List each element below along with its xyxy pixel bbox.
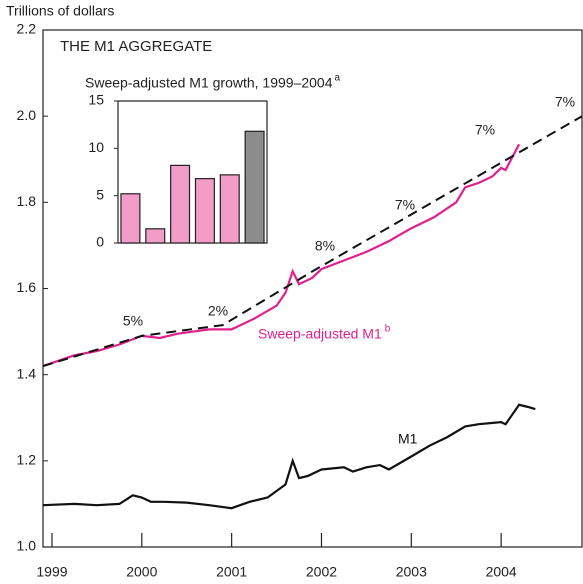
inset-y-tick-label: 15 <box>88 92 104 108</box>
series-line <box>42 143 521 368</box>
growth-annotation: 8% <box>315 238 335 254</box>
growth-annotation: 5% <box>123 313 143 329</box>
growth-annotation: 2% <box>208 303 228 319</box>
y-tick-label: 1.4 <box>17 365 37 381</box>
trend-line <box>42 115 583 368</box>
growth-annotation: 7% <box>555 94 575 110</box>
inset-y-tick-label: 10 <box>88 139 104 155</box>
bar <box>194 178 215 244</box>
x-tick-label: 1999 <box>36 564 67 580</box>
x-tick-label: 2003 <box>396 564 427 580</box>
growth-annotation: 7% <box>475 122 495 138</box>
y-tick-label: 2.0 <box>17 107 37 123</box>
x-tick-label: 2004 <box>486 564 517 580</box>
y-tick-label: 2.2 <box>17 21 37 37</box>
series-footnote: b <box>385 324 391 335</box>
bar <box>120 193 141 244</box>
y-tick-label: 1.2 <box>17 452 37 468</box>
y-tick-label: 1.6 <box>17 279 37 295</box>
x-tick-label: 2002 <box>306 564 337 580</box>
series-label: Sweep-adjusted M1 <box>258 326 382 342</box>
growth-annotation: 7% <box>395 197 415 213</box>
series-label: M1 <box>398 431 418 447</box>
y-axis-label: Trillions of dollars <box>6 3 114 19</box>
bar <box>170 164 191 244</box>
chart-title: THE M1 AGGREGATE <box>60 38 212 55</box>
y-tick-label: 1.8 <box>17 193 37 209</box>
series-line <box>42 403 536 510</box>
y-tick-label: 1.0 <box>17 538 37 554</box>
x-tick-label: 2000 <box>126 564 157 580</box>
x-tick-label: 2001 <box>216 564 247 580</box>
inset-frame <box>117 100 268 244</box>
bar <box>145 228 166 244</box>
bar <box>244 130 265 244</box>
inset-y-tick-label: 0 <box>96 234 104 250</box>
inset-footnote: a <box>335 73 341 84</box>
bar <box>219 174 240 244</box>
inset-y-tick-label: 5 <box>96 186 104 202</box>
inset-title: Sweep-adjusted M1 growth, 1999–2004 <box>85 75 333 91</box>
